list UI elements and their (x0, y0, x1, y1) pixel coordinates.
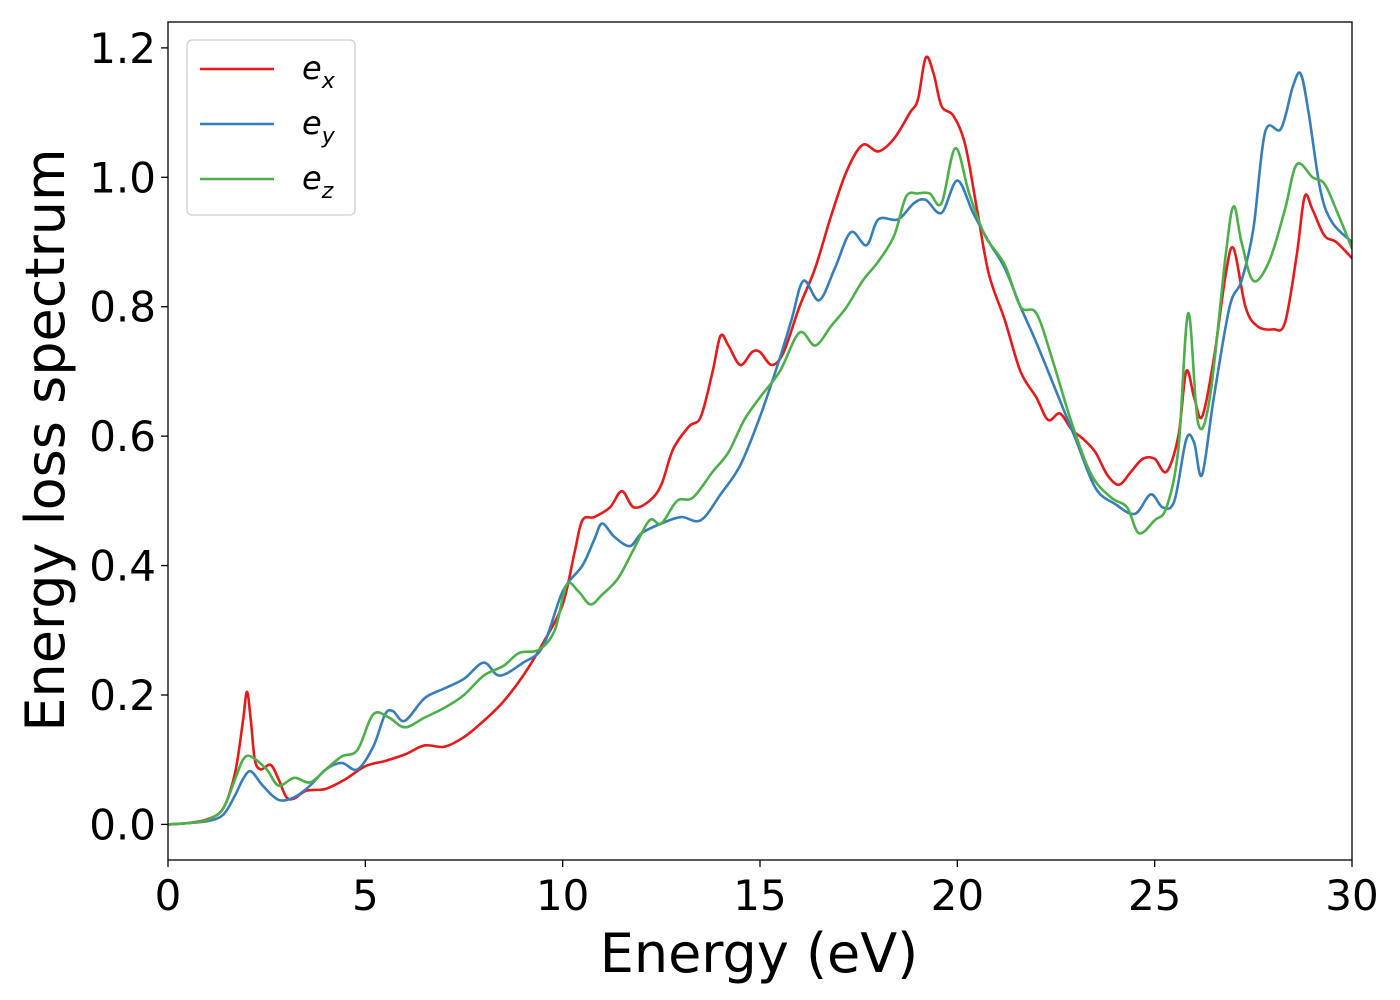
y-tick-label: 1.2 (89, 24, 156, 73)
legend-subscript: z (321, 179, 334, 204)
legend-subscript: x (321, 69, 336, 94)
y-tick-label: 0.0 (89, 800, 156, 849)
x-axis-label: Energy (eV) (600, 922, 919, 985)
axes-layer: 0 5 10 15 20 25 30 0.0 0.2 0.4 0.6 0.8 1.0 1.2 (89, 21, 1379, 920)
series-layer (168, 55, 1352, 826)
x-tick-label: 0 (155, 871, 182, 920)
y-tick-label: 1.0 (89, 153, 156, 202)
series-line-z (168, 146, 1352, 826)
x-tick-label: 30 (1325, 871, 1378, 920)
x-tick-label: 5 (352, 871, 379, 920)
legend-frame (186, 39, 356, 216)
x-tick-label: 20 (931, 871, 984, 920)
legend-subscript: y (321, 124, 336, 149)
x-tick-label: 25 (1128, 871, 1181, 920)
x-tick-label: 15 (733, 871, 786, 920)
series-line-x (168, 55, 1352, 826)
x-tick-label: 10 (536, 871, 589, 920)
y-tick-label: 0.4 (89, 542, 156, 591)
y-axis-label: Energy loss spectrum (14, 148, 77, 731)
y-tick-label: 0.2 (89, 671, 156, 720)
series-line-y (168, 71, 1352, 826)
y-tick-label: 0.6 (89, 412, 156, 461)
y-tick-label: 0.8 (89, 283, 156, 332)
